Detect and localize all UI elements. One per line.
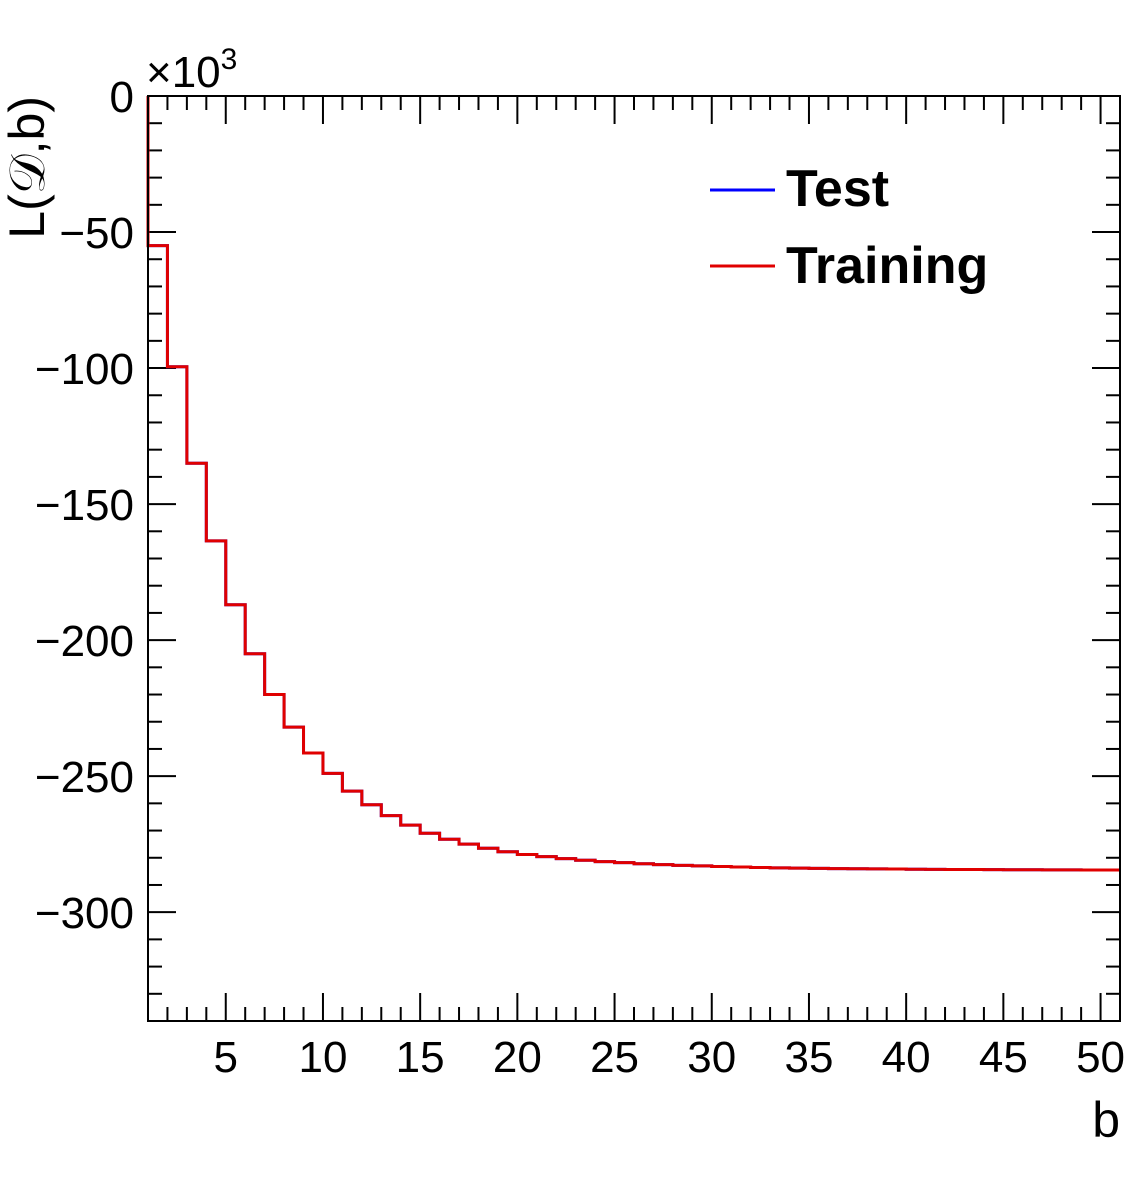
x-tick-labels: 5 10 15 20 25 30 35 40 45 50: [214, 1033, 1126, 1082]
series-line-training: [146, 96, 1120, 872]
y-axis-title: L(𝒟,b): [0, 96, 55, 239]
x-tick-label: 20: [493, 1033, 542, 1082]
x-tick-label: 30: [687, 1033, 736, 1082]
x-axis-title: b: [1092, 1092, 1120, 1148]
legend: Test Training: [710, 160, 988, 295]
y-tick-label: 0: [110, 73, 134, 122]
y-multiplier-exponent: 3: [221, 43, 238, 76]
legend-label-training: Training: [786, 237, 988, 295]
y-multiplier: ×103: [146, 43, 237, 97]
series-line-test: [146, 96, 1120, 872]
x-tick-label: 45: [979, 1033, 1028, 1082]
x-tick-label: 10: [298, 1033, 347, 1082]
y-tick-label: −50: [59, 209, 134, 258]
x-tick-label: 40: [882, 1033, 931, 1082]
y-tick-label: −300: [35, 889, 134, 938]
x-tick-label: 50: [1076, 1033, 1125, 1082]
y-tick-labels: 0 −50 −100 −150 −200 −250 −300: [35, 73, 134, 938]
x-tick-label: 5: [214, 1033, 238, 1082]
legend-label-test: Test: [786, 160, 889, 218]
tick-marks: [147, 95, 1121, 1022]
y-tick-label: −150: [35, 481, 134, 530]
x-tick-label: 15: [396, 1033, 445, 1082]
y-tick-label: −200: [35, 617, 134, 666]
y-tick-label: −100: [35, 345, 134, 394]
series-lines: [146, 96, 1120, 872]
x-tick-label: 25: [590, 1033, 639, 1082]
y-tick-label: −250: [35, 753, 134, 802]
plot-frame: [147, 95, 1121, 1022]
x-tick-label: 35: [784, 1033, 833, 1082]
